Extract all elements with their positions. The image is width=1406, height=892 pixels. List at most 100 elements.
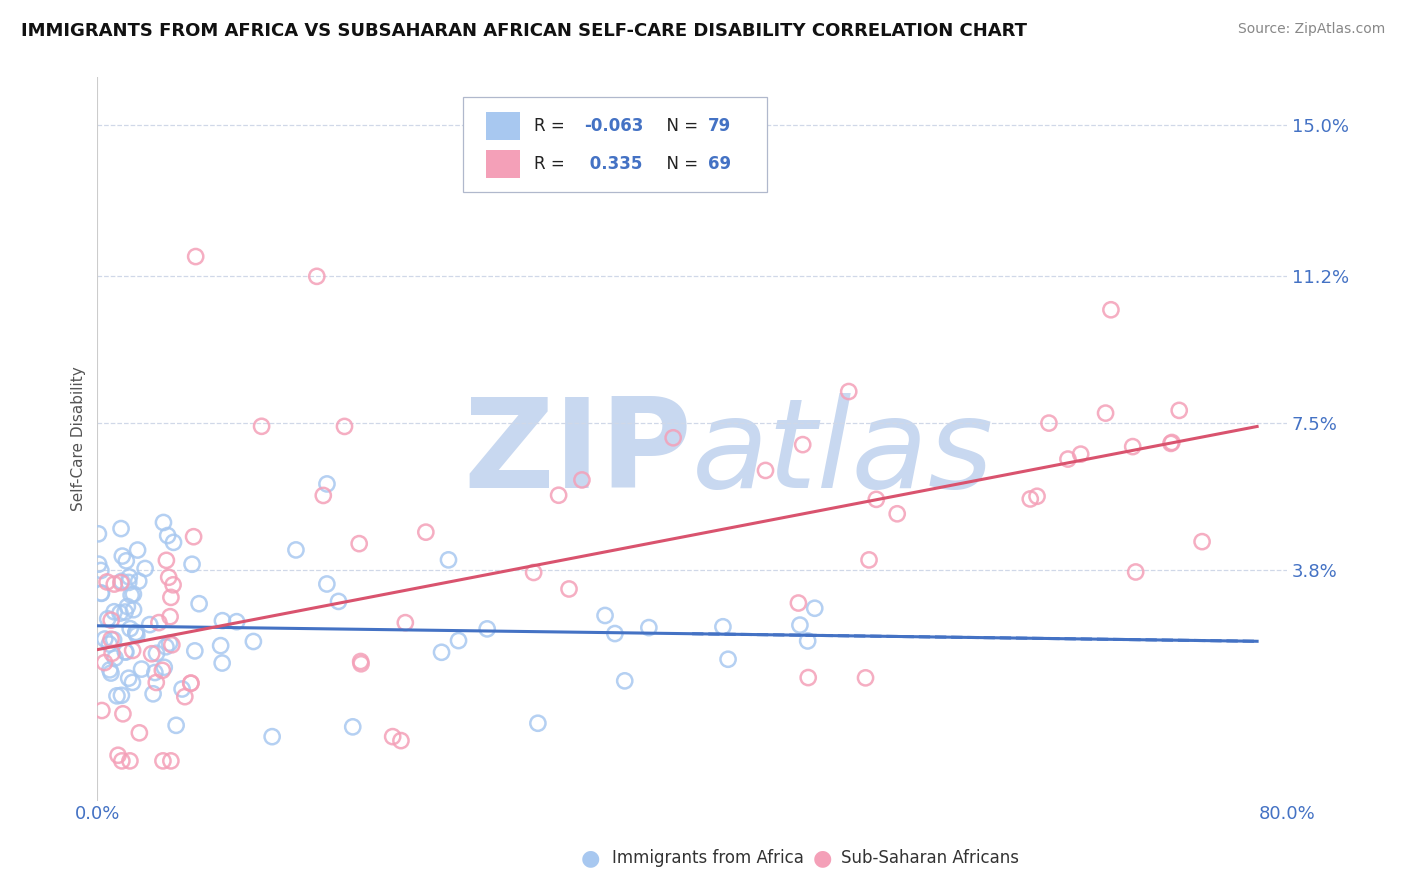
Text: R =: R = xyxy=(534,117,569,135)
Point xyxy=(159,609,181,624)
Point xyxy=(152,516,174,530)
Point xyxy=(711,620,734,634)
Point xyxy=(160,638,183,652)
Point xyxy=(415,525,437,540)
Point xyxy=(90,586,112,600)
Point xyxy=(347,536,370,550)
Point xyxy=(145,675,167,690)
Point xyxy=(172,681,194,696)
Point xyxy=(855,671,877,685)
Text: ●: ● xyxy=(581,848,600,868)
Point xyxy=(118,575,141,590)
Point xyxy=(613,673,636,688)
Point xyxy=(145,646,167,660)
Point xyxy=(125,625,148,640)
Point xyxy=(165,718,187,732)
Point xyxy=(350,655,373,669)
Point xyxy=(160,591,183,605)
Point xyxy=(157,570,180,584)
Point xyxy=(188,597,211,611)
Point xyxy=(789,618,811,632)
Point xyxy=(120,622,142,636)
Point xyxy=(118,671,141,685)
Point xyxy=(96,574,118,589)
Point xyxy=(150,664,173,678)
Point xyxy=(637,621,659,635)
Text: R =: R = xyxy=(534,155,569,173)
Point xyxy=(797,671,820,685)
Point xyxy=(180,676,202,690)
Point xyxy=(148,615,170,630)
Point xyxy=(115,554,138,568)
Point xyxy=(138,617,160,632)
Point xyxy=(152,754,174,768)
Point xyxy=(118,754,141,768)
Point xyxy=(107,748,129,763)
Point xyxy=(865,492,887,507)
Point xyxy=(100,613,122,627)
Point xyxy=(134,561,156,575)
Point xyxy=(1160,435,1182,450)
Point xyxy=(547,488,569,502)
Point xyxy=(111,706,134,721)
Point xyxy=(803,601,825,615)
Point xyxy=(328,594,350,608)
Point xyxy=(1160,436,1182,450)
Point xyxy=(173,690,195,704)
Point xyxy=(333,419,356,434)
Point xyxy=(111,754,134,768)
Point xyxy=(1038,416,1060,430)
Point xyxy=(1191,534,1213,549)
Text: N =: N = xyxy=(657,117,704,135)
Point xyxy=(105,689,128,703)
Point xyxy=(242,634,264,648)
Point xyxy=(127,543,149,558)
Point xyxy=(1070,447,1092,461)
Point xyxy=(662,431,685,445)
Point xyxy=(104,651,127,665)
Point xyxy=(110,575,132,590)
Point xyxy=(142,687,165,701)
Point xyxy=(103,632,125,647)
Point xyxy=(103,605,125,619)
Point xyxy=(180,676,202,690)
Point xyxy=(211,614,233,628)
Text: Source: ZipAtlas.com: Source: ZipAtlas.com xyxy=(1237,22,1385,37)
Point xyxy=(886,507,908,521)
Point xyxy=(162,535,184,549)
Point xyxy=(153,660,176,674)
Point xyxy=(117,599,139,614)
FancyBboxPatch shape xyxy=(486,112,520,140)
Point xyxy=(114,645,136,659)
Point xyxy=(110,689,132,703)
Point xyxy=(183,530,205,544)
Point xyxy=(121,643,143,657)
Text: Sub-Saharan Africans: Sub-Saharan Africans xyxy=(841,849,1019,867)
Point xyxy=(312,488,335,502)
Point xyxy=(125,628,148,642)
Point xyxy=(527,716,550,731)
Point xyxy=(143,665,166,680)
Point xyxy=(101,646,124,660)
Point xyxy=(558,582,581,596)
Text: IMMIGRANTS FROM AFRICA VS SUBSAHARAN AFRICAN SELF-CARE DISABILITY CORRELATION CH: IMMIGRANTS FROM AFRICA VS SUBSAHARAN AFR… xyxy=(21,22,1028,40)
Point xyxy=(128,726,150,740)
Point xyxy=(159,636,181,650)
Point xyxy=(98,637,121,651)
Point xyxy=(1057,452,1080,467)
Point xyxy=(100,666,122,681)
Point xyxy=(155,640,177,654)
Point xyxy=(94,632,117,646)
Point xyxy=(262,730,284,744)
Point xyxy=(181,558,204,572)
Point xyxy=(156,528,179,542)
Point xyxy=(122,587,145,601)
Point xyxy=(225,615,247,629)
Text: Immigrants from Africa: Immigrants from Africa xyxy=(612,849,803,867)
Text: atlas: atlas xyxy=(692,393,994,514)
Point xyxy=(110,522,132,536)
Point xyxy=(1094,406,1116,420)
Point xyxy=(1168,403,1191,417)
Point xyxy=(717,652,740,666)
Point xyxy=(389,733,412,747)
